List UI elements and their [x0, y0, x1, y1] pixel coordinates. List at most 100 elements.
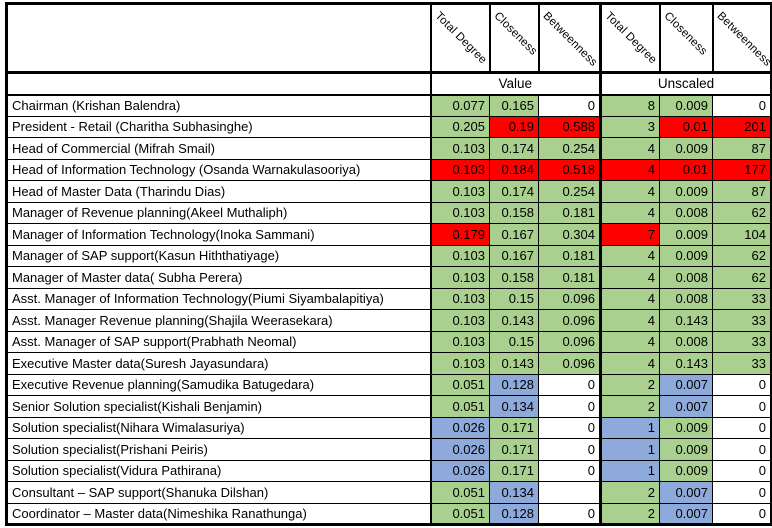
- unscaled-total-degree-cell[interactable]: 4: [599, 201, 660, 224]
- row-label-cell[interactable]: Solution specialist(Prishani Peiris): [6, 438, 431, 461]
- row-label-cell[interactable]: Head of Master Data (Tharindu Dias): [6, 180, 431, 203]
- unscaled-total-degree-cell[interactable]: 2: [599, 373, 660, 396]
- unscaled-betweenness-cell[interactable]: 0: [712, 481, 772, 504]
- unscaled-closeness-cell[interactable]: 0.009: [659, 416, 713, 439]
- row-label-cell[interactable]: President - Retail (Charitha Subhasinghe…: [6, 115, 431, 138]
- value-closeness-cell[interactable]: 0.143: [489, 352, 539, 375]
- header-unscaled-total-degree[interactable]: Total Degree: [599, 3, 660, 74]
- value-total-degree-cell[interactable]: 0.103: [429, 244, 490, 267]
- row-label-cell[interactable]: Asst. Manager of SAP support(Prabhath Ne…: [6, 330, 431, 353]
- unscaled-closeness-cell[interactable]: 0.008: [659, 266, 713, 289]
- unscaled-betweenness-cell[interactable]: 0: [712, 502, 772, 525]
- unscaled-closeness-cell[interactable]: 0.009: [659, 223, 713, 246]
- unscaled-total-degree-cell[interactable]: 4: [599, 137, 660, 160]
- value-closeness-cell[interactable]: 0.128: [489, 373, 539, 396]
- value-closeness-cell[interactable]: 0.15: [489, 330, 539, 353]
- unscaled-betweenness-cell[interactable]: 33: [712, 352, 772, 375]
- unscaled-closeness-cell[interactable]: 0.007: [659, 502, 713, 525]
- unscaled-closeness-cell[interactable]: 0.008: [659, 330, 713, 353]
- value-total-degree-cell[interactable]: 0.103: [429, 309, 490, 332]
- value-closeness-cell[interactable]: 0.174: [489, 180, 539, 203]
- value-closeness-cell[interactable]: 0.128: [489, 502, 539, 525]
- value-betweenness-cell[interactable]: 0: [538, 395, 601, 418]
- value-betweenness-cell[interactable]: 0: [538, 438, 601, 461]
- unscaled-betweenness-cell[interactable]: 62: [712, 266, 772, 289]
- value-total-degree-cell[interactable]: 0.103: [429, 287, 490, 310]
- value-closeness-cell[interactable]: 0.171: [489, 459, 539, 482]
- group-header-value[interactable]: Value: [429, 72, 601, 96]
- value-betweenness-cell[interactable]: 0: [538, 94, 601, 117]
- value-total-degree-cell[interactable]: 0.103: [429, 158, 490, 181]
- unscaled-closeness-cell[interactable]: 0.009: [659, 459, 713, 482]
- unscaled-closeness-cell[interactable]: 0.008: [659, 201, 713, 224]
- row-label-cell[interactable]: Asst. Manager of Information Technology(…: [6, 287, 431, 310]
- value-closeness-cell[interactable]: 0.158: [489, 266, 539, 289]
- unscaled-total-degree-cell[interactable]: 4: [599, 180, 660, 203]
- value-betweenness-cell[interactable]: 0.096: [538, 352, 601, 375]
- row-label-cell[interactable]: Coordinator – Master data(Nimeshika Rana…: [6, 502, 431, 525]
- unscaled-total-degree-cell[interactable]: 8: [599, 94, 660, 117]
- row-label-cell[interactable]: Solution specialist(Nihara Wimalasuriya): [6, 416, 431, 439]
- value-betweenness-cell[interactable]: 0: [538, 416, 601, 439]
- value-betweenness-cell[interactable]: 0.518: [538, 158, 601, 181]
- value-betweenness-cell[interactable]: 0: [538, 459, 601, 482]
- unscaled-betweenness-cell[interactable]: 33: [712, 309, 772, 332]
- unscaled-closeness-cell[interactable]: 0.009: [659, 94, 713, 117]
- unscaled-closeness-cell[interactable]: 0.143: [659, 352, 713, 375]
- row-label-cell[interactable]: Solution specialist(Vidura Pathirana): [6, 459, 431, 482]
- unscaled-total-degree-cell[interactable]: 1: [599, 438, 660, 461]
- unscaled-betweenness-cell[interactable]: 62: [712, 201, 772, 224]
- value-closeness-cell[interactable]: 0.171: [489, 438, 539, 461]
- unscaled-closeness-cell[interactable]: 0.009: [659, 438, 713, 461]
- value-betweenness-cell[interactable]: [538, 481, 601, 504]
- value-total-degree-cell[interactable]: 0.103: [429, 266, 490, 289]
- unscaled-total-degree-cell[interactable]: 4: [599, 352, 660, 375]
- row-label-cell[interactable]: Manager of Information Technology(Inoka …: [6, 223, 431, 246]
- unscaled-betweenness-cell[interactable]: 33: [712, 287, 772, 310]
- value-closeness-cell[interactable]: 0.134: [489, 395, 539, 418]
- unscaled-total-degree-cell[interactable]: 2: [599, 502, 660, 525]
- unscaled-betweenness-cell[interactable]: 0: [712, 459, 772, 482]
- value-betweenness-cell[interactable]: 0.096: [538, 330, 601, 353]
- value-betweenness-cell[interactable]: 0.096: [538, 287, 601, 310]
- value-total-degree-cell[interactable]: 0.103: [429, 201, 490, 224]
- value-total-degree-cell[interactable]: 0.026: [429, 416, 490, 439]
- value-total-degree-cell[interactable]: 0.179: [429, 223, 490, 246]
- row-label-cell[interactable]: Executive Master data(Suresh Jayasundara…: [6, 352, 431, 375]
- unscaled-total-degree-cell[interactable]: 2: [599, 395, 660, 418]
- unscaled-betweenness-cell[interactable]: 0: [712, 438, 772, 461]
- unscaled-closeness-cell[interactable]: 0.01: [659, 158, 713, 181]
- unscaled-total-degree-cell[interactable]: 4: [599, 266, 660, 289]
- unscaled-betweenness-cell[interactable]: 201: [712, 115, 772, 138]
- value-total-degree-cell[interactable]: 0.051: [429, 502, 490, 525]
- unscaled-closeness-cell[interactable]: 0.007: [659, 373, 713, 396]
- unscaled-total-degree-cell[interactable]: 4: [599, 330, 660, 353]
- unscaled-closeness-cell[interactable]: 0.009: [659, 180, 713, 203]
- header-unscaled-closeness[interactable]: Closeness: [658, 3, 713, 74]
- value-betweenness-cell[interactable]: 0.181: [538, 244, 601, 267]
- unscaled-total-degree-cell[interactable]: 7: [599, 223, 660, 246]
- unscaled-closeness-cell[interactable]: 0.01: [659, 115, 713, 138]
- row-label-cell[interactable]: Manager of Master data( Subha Perera): [6, 266, 431, 289]
- row-label-cell[interactable]: Manager of SAP support(Kasun Hiththatiya…: [6, 244, 431, 267]
- value-betweenness-cell[interactable]: 0.588: [538, 115, 601, 138]
- unscaled-closeness-cell[interactable]: 0.007: [659, 395, 713, 418]
- value-total-degree-cell[interactable]: 0.026: [429, 438, 490, 461]
- row-label-cell[interactable]: Manager of Revenue planning(Akeel Muthal…: [6, 201, 431, 224]
- value-closeness-cell[interactable]: 0.184: [489, 158, 539, 181]
- value-total-degree-cell[interactable]: 0.077: [429, 94, 490, 117]
- value-total-degree-cell[interactable]: 0.051: [429, 395, 490, 418]
- unscaled-betweenness-cell[interactable]: 0: [712, 395, 772, 418]
- unscaled-closeness-cell[interactable]: 0.009: [659, 244, 713, 267]
- value-closeness-cell[interactable]: 0.171: [489, 416, 539, 439]
- row-label-cell[interactable]: Asst. Manager Revenue planning(Shajila W…: [6, 309, 431, 332]
- header-value-total-degree[interactable]: Total Degree: [429, 3, 490, 74]
- value-total-degree-cell[interactable]: 0.051: [429, 481, 490, 504]
- unscaled-total-degree-cell[interactable]: 1: [599, 459, 660, 482]
- unscaled-closeness-cell[interactable]: 0.008: [659, 287, 713, 310]
- value-total-degree-cell[interactable]: 0.051: [429, 373, 490, 396]
- unscaled-closeness-cell[interactable]: 0.007: [659, 481, 713, 504]
- unscaled-closeness-cell[interactable]: 0.143: [659, 309, 713, 332]
- row-label-cell[interactable]: Consultant – SAP support(Shanuka Dilshan…: [6, 481, 431, 504]
- value-betweenness-cell[interactable]: 0.304: [538, 223, 601, 246]
